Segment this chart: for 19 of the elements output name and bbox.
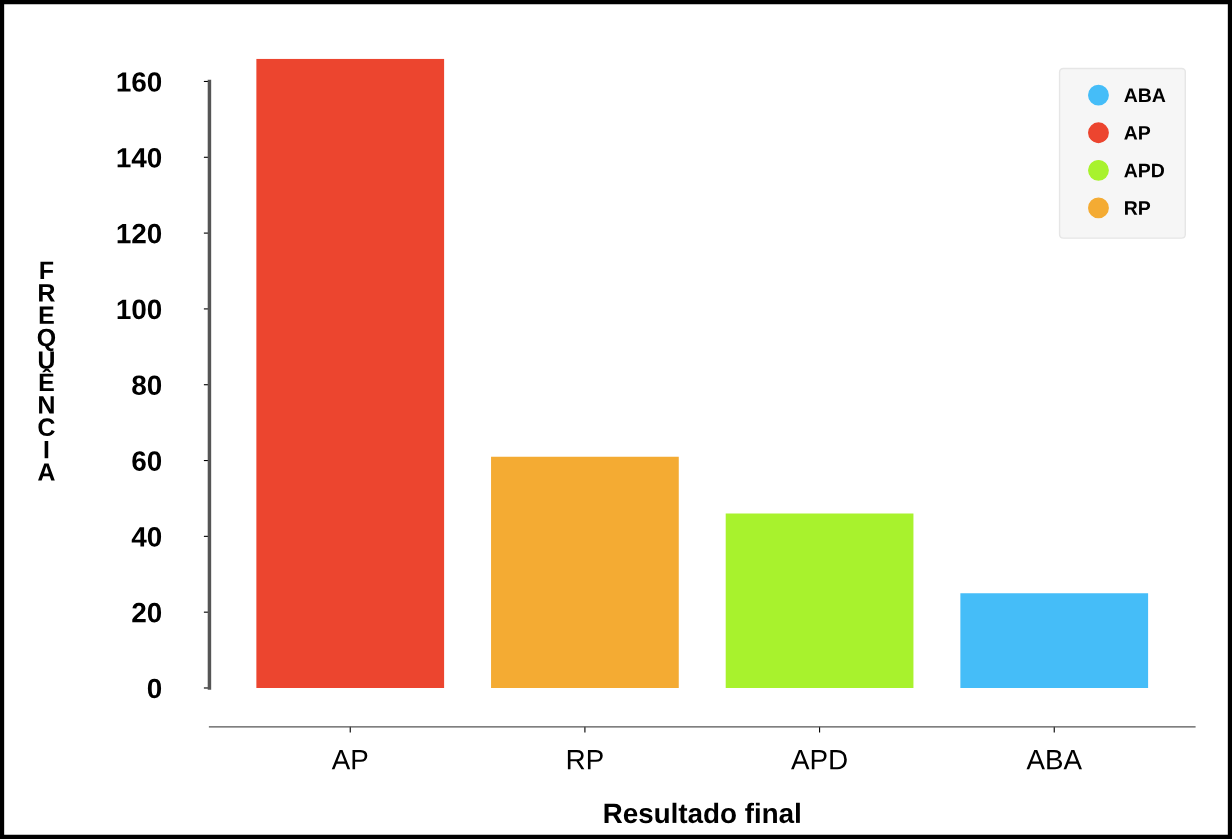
y-tick-label: 100: [117, 299, 162, 320]
x-axis-title: Resultado final: [604, 802, 800, 824]
y-tick-label: 120: [117, 223, 162, 244]
y-tick-label: 20: [132, 602, 162, 623]
y-tick-label: 0: [147, 678, 162, 699]
x-tick-label: RP: [567, 750, 603, 770]
x-tick-label: AP: [331, 750, 368, 770]
legend-label: APD: [1124, 163, 1164, 178]
text: FREQUÊNCIA: [37, 261, 56, 481]
x-tick-label: ABA: [1026, 750, 1082, 770]
y-tick-label: 80: [132, 375, 162, 396]
y-tick-label: 60: [132, 451, 162, 471]
legend-label: ABA: [1124, 88, 1166, 102]
y-tick-label: 40: [131, 527, 162, 547]
x-tick-label: APD: [791, 750, 847, 770]
legend-label: RP: [1125, 201, 1151, 215]
legend-label: AP: [1124, 126, 1151, 140]
y-tick-label: 160: [117, 72, 162, 92]
y-tick-label: 140: [117, 147, 162, 168]
